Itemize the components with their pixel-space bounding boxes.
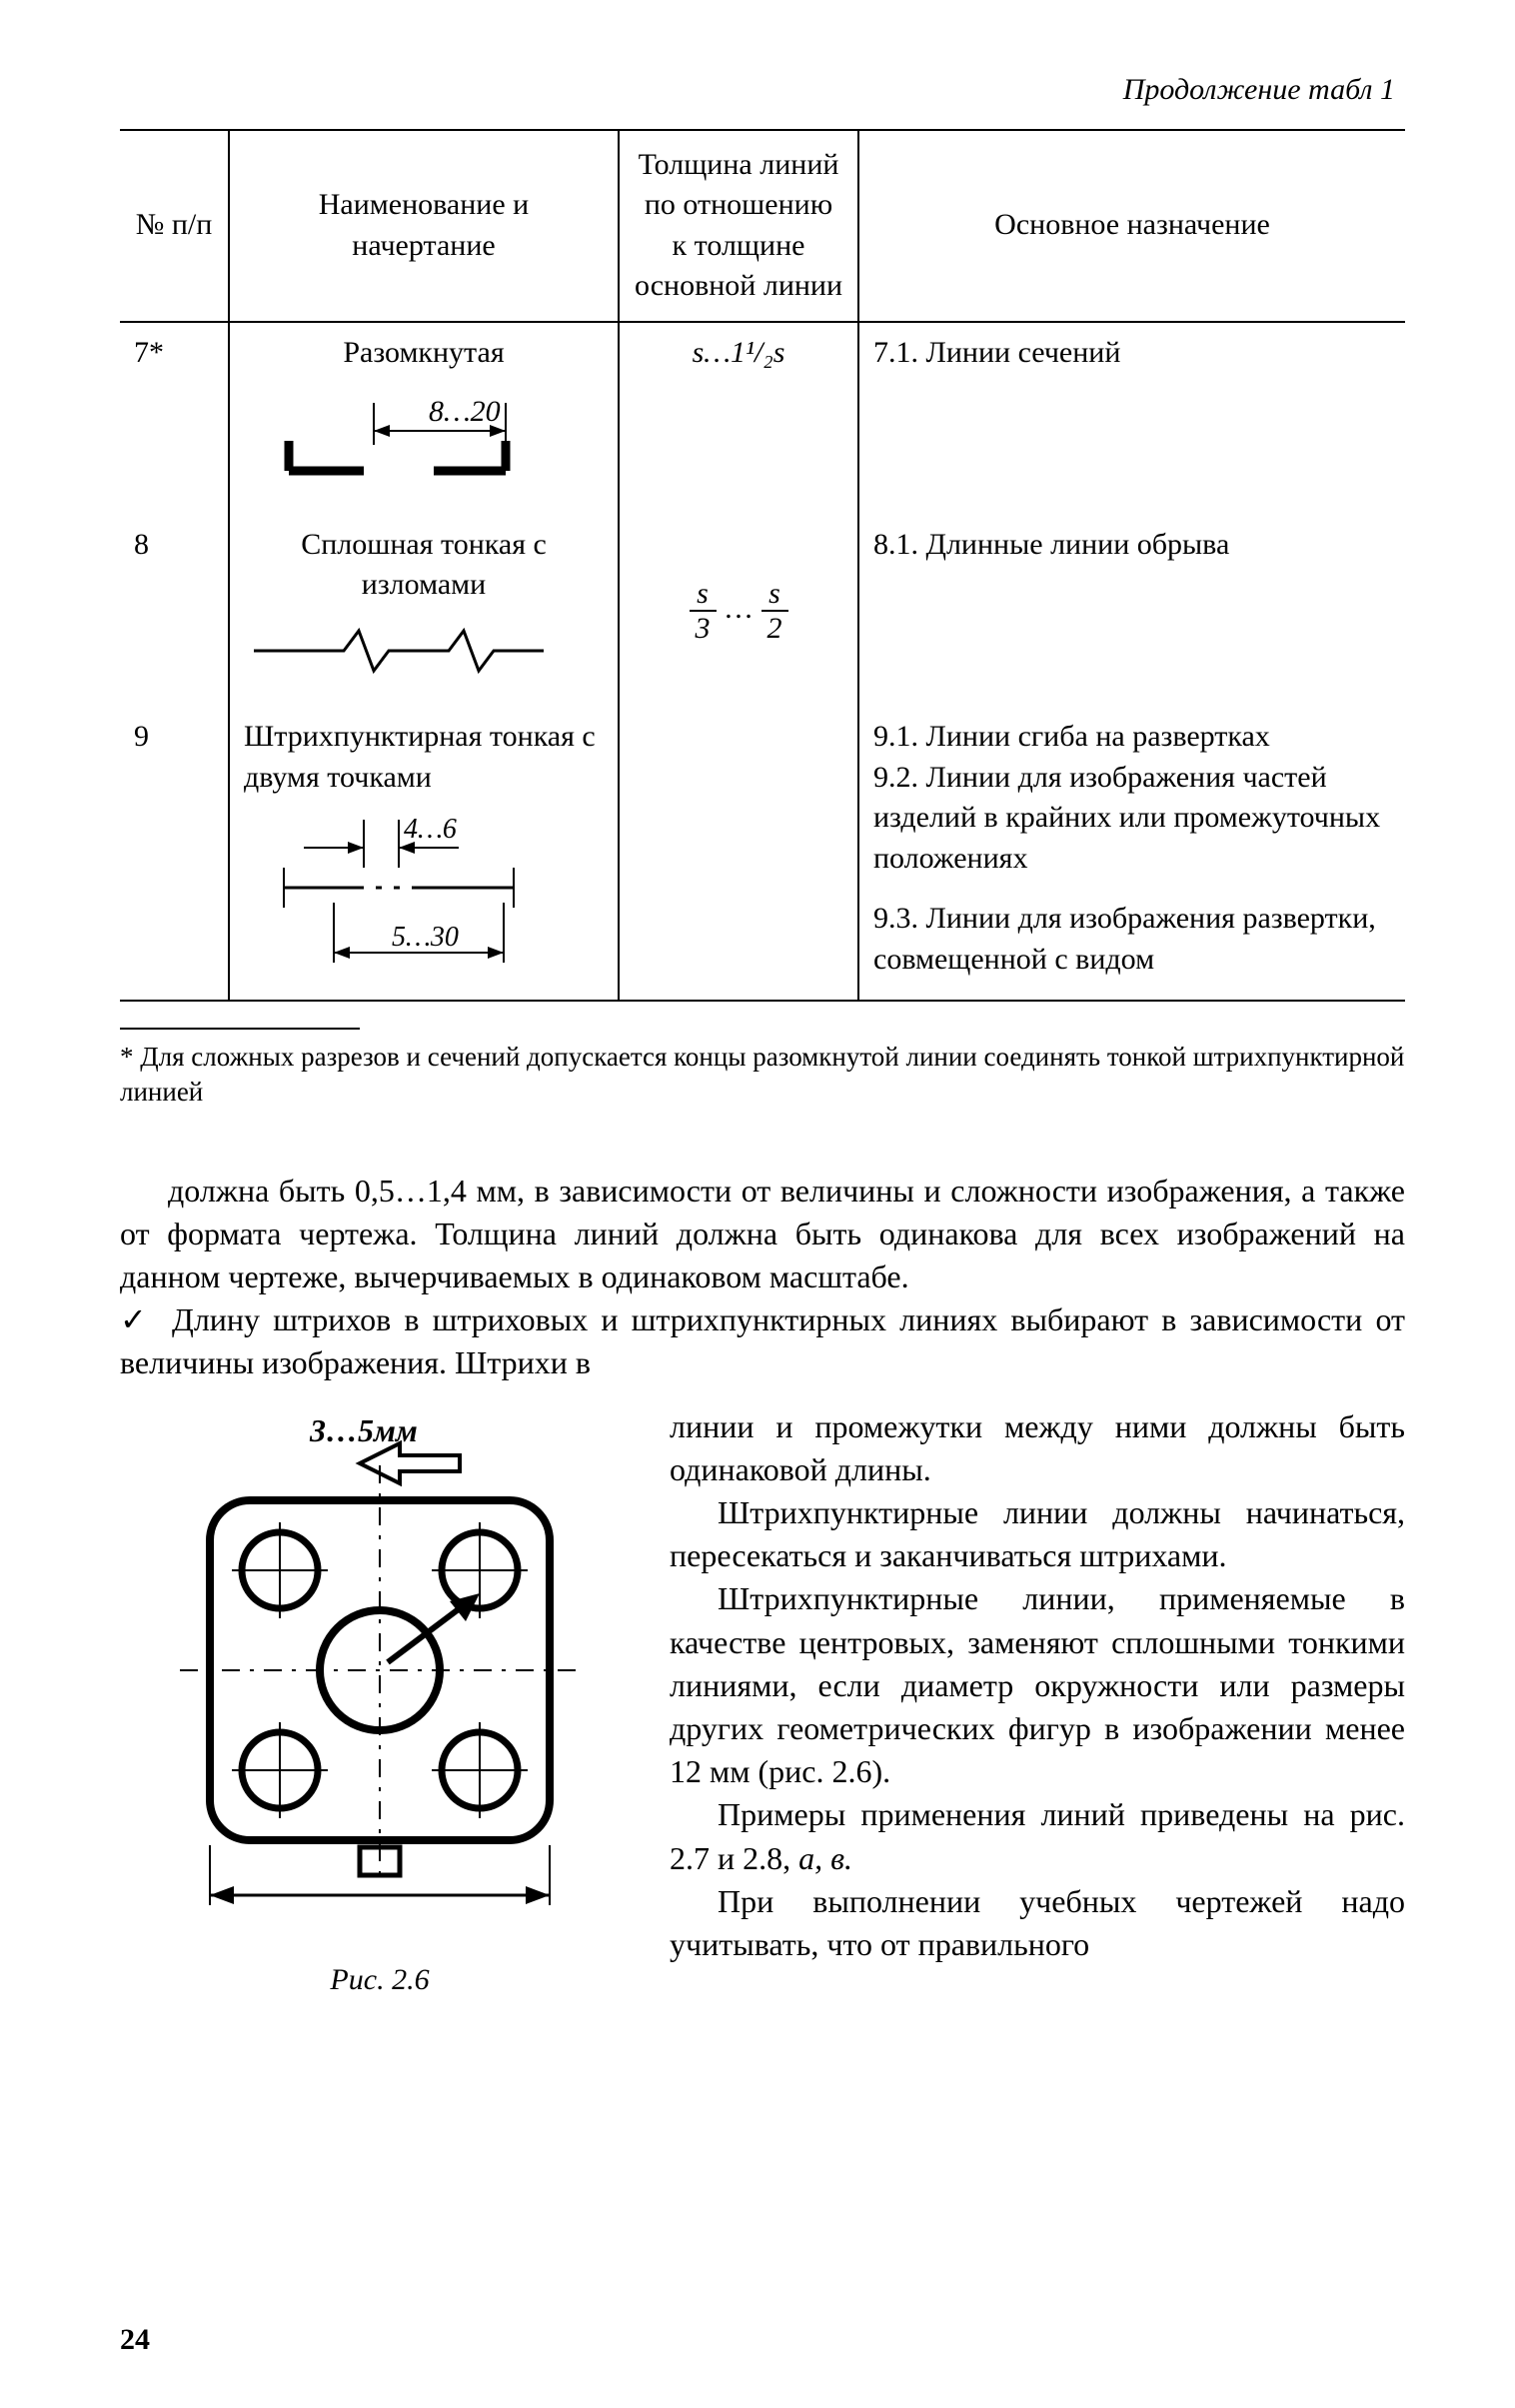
row9-num: 9 — [120, 707, 229, 1001]
row8-name: Сплошная тонкая с изломами — [244, 525, 604, 606]
body-text: должна быть 0,5…1,4 мм, в зависимости от… — [120, 1170, 1405, 1385]
page-number: 24 — [120, 2320, 150, 2361]
row9-thick — [619, 707, 858, 1001]
para-2: ✓Длину штрихов в штриховых и штрихпункти… — [120, 1298, 1405, 1384]
figure-caption: Рис. 2.6 — [120, 1960, 640, 2001]
row7-name: Разомкнутая — [244, 333, 604, 374]
row7-thick: s…1¹/₂s — [619, 322, 858, 515]
row8-num: 8 — [120, 515, 229, 708]
row7-num: 7* — [120, 322, 229, 515]
table-row: 8 Сплошная тонкая с изломами s 3 … s 2 8… — [120, 515, 1405, 708]
para-r3: Штрихпунктирные линии, применяемые в кач… — [670, 1577, 1405, 1793]
row8-name-cell: Сплошная тонкая с изломами — [229, 515, 619, 708]
para-1: должна быть 0,5…1,4 мм, в зависимости от… — [120, 1170, 1405, 1299]
header-num: № п/п — [120, 130, 229, 322]
row7-name-cell: Разомкнутая 8…20 — [229, 322, 619, 515]
row9-dim-bot: 5…30 — [392, 922, 459, 953]
row7-use: 7.1. Линии сечений — [858, 322, 1405, 515]
footnote-rule — [120, 1028, 360, 1030]
right-column: линии и промежутки между ними должны быт… — [640, 1405, 1405, 1966]
header-use: Основное назначение — [858, 130, 1405, 322]
row9-use-3: 9.3. Линии для изображения развертки, со… — [873, 899, 1391, 980]
header-name: Наименование и начертание — [229, 130, 619, 322]
row8-sep: … — [724, 592, 761, 625]
row9-sketch: 4…6 — [244, 808, 604, 990]
row9-use-1: 9.1. Линии сгиба на развертках — [873, 717, 1391, 758]
para-r5: При выполнении учебных чертежей надо учи… — [670, 1880, 1405, 1966]
figure-2-6: 3…5мм — [120, 1405, 640, 2001]
row9-name-cell: Штрихпунктирная тонкая с двумя точками 4… — [229, 707, 619, 1001]
para-r2: Штрихпунктирные линии должны начинаться,… — [670, 1491, 1405, 1577]
row9-dim-top: 4…6 — [404, 814, 457, 845]
table-row: 9 Штрихпунктирная тонкая с двумя точками… — [120, 707, 1405, 1001]
line-types-table: № п/п Наименование и начертание Толщина … — [120, 129, 1405, 1002]
row9-use-2: 9.2. Линии для изображения частей издели… — [873, 758, 1391, 880]
para-r4: Примеры применения линий приведены на ри… — [670, 1793, 1405, 1879]
row8-frac-a: s 3 — [690, 577, 717, 645]
para-r1: линии и промежутки между ними должны быт… — [670, 1405, 1405, 1491]
row9-use-cell: 9.1. Линии сгиба на развертках 9.2. Лини… — [858, 707, 1405, 1001]
header-thick: Толщина линий по отношению к толщине осн… — [619, 130, 858, 322]
row8-sketch — [244, 616, 604, 698]
row7-dim-label: 8…20 — [429, 395, 501, 428]
continuation-header: Продолжение табл 1 — [120, 70, 1405, 111]
row8-frac-b: s 2 — [761, 577, 788, 645]
row7-sketch: 8…20 — [244, 383, 604, 505]
row9-name: Штрихпунктирная тонкая с двумя точками — [244, 717, 604, 798]
row8-thick: s 3 … s 2 — [619, 515, 858, 708]
table-row: 7* Разомкнутая 8…20 s…1¹/₂s — [120, 322, 1405, 515]
row8-use: 8.1. Длинные линии обрыва — [858, 515, 1405, 708]
footnote: * Для сложных разрезов и сечений допуска… — [120, 1040, 1405, 1110]
